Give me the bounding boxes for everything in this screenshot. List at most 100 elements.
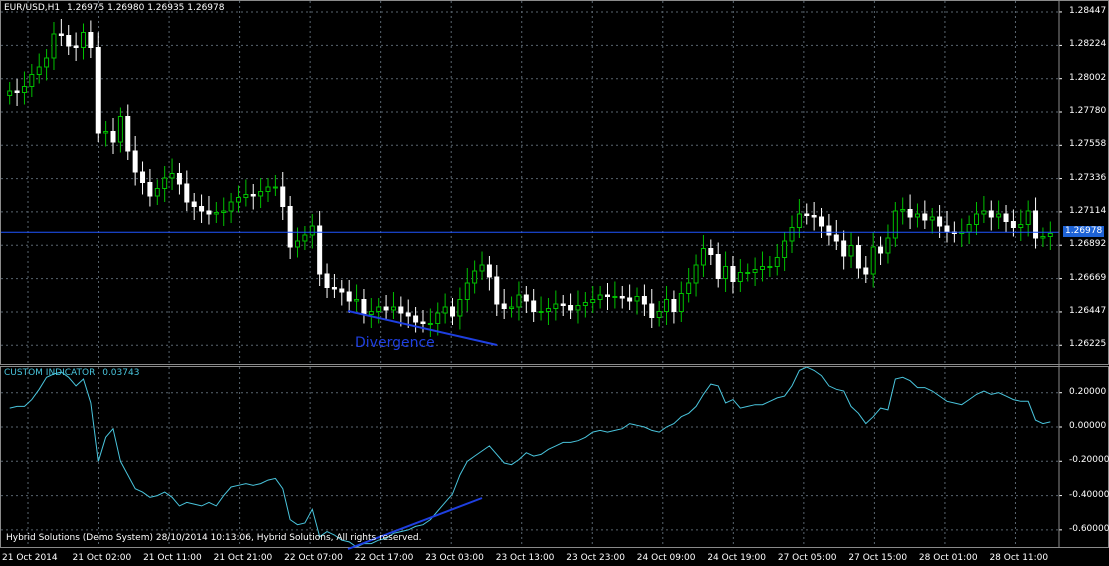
y-tick-label: 1.26892 <box>1069 239 1107 250</box>
candle-body <box>804 213 810 216</box>
candle-body <box>479 264 485 272</box>
candle-body <box>686 282 692 294</box>
indicator-y-tick-label: 0.20000 <box>1069 386 1107 397</box>
candle-body <box>789 227 795 242</box>
candle-body <box>450 306 456 317</box>
candle-body <box>752 269 758 273</box>
chart-header: EUR/USD,H1 1.26975 1.26980 1.26935 1.269… <box>4 3 224 14</box>
candle-body <box>988 210 994 218</box>
x-tick-label: 28 Oct 11:00 <box>989 553 1049 563</box>
candle-body <box>250 194 256 197</box>
candle-body <box>974 213 980 225</box>
candle-body <box>590 299 596 303</box>
candle-body <box>191 201 197 207</box>
candle-body <box>464 282 470 300</box>
indicator-y-tick-label: 0.00000 <box>1069 421 1107 431</box>
candle-body <box>1040 236 1046 239</box>
indicator-line <box>9 366 1051 548</box>
candle-body <box>796 213 802 228</box>
candle-body <box>907 209 913 218</box>
candle-body <box>649 303 655 318</box>
candle-body <box>560 303 566 306</box>
candle-body <box>892 210 898 239</box>
y-tick-label: 1.27336 <box>1069 172 1107 183</box>
x-tick-label: 27 Oct 15:00 <box>848 553 908 563</box>
candle-body <box>272 186 278 189</box>
candle-body <box>745 272 751 274</box>
y-tick-label: 1.27780 <box>1069 106 1107 116</box>
candle-body <box>855 245 861 269</box>
candle-body <box>235 197 241 203</box>
candle-body <box>184 183 190 203</box>
x-tick-label: 23 Oct 23:00 <box>566 553 625 563</box>
candle-body <box>125 116 131 152</box>
candle-body <box>51 33 57 59</box>
candle-body <box>634 296 640 302</box>
candle-body <box>1010 221 1016 228</box>
divergence-line-price <box>347 310 498 346</box>
candle-body <box>280 186 286 207</box>
candle-body <box>295 240 301 248</box>
candle-body <box>199 206 205 212</box>
candle-body <box>531 300 537 312</box>
candle-body <box>265 186 271 192</box>
candle-body <box>966 224 972 233</box>
candle-body <box>376 306 382 312</box>
indicator-y-tick-label: -0.40000 <box>1069 489 1109 500</box>
candle-body <box>228 201 234 212</box>
x-tick-label: 23 Oct 13:00 <box>495 553 555 563</box>
candle-body <box>472 270 478 284</box>
candle-body <box>147 182 153 197</box>
indicator-pane-frame <box>0 366 1109 548</box>
candle-body <box>848 245 854 257</box>
candle-body <box>117 116 123 143</box>
candle-body <box>553 303 559 309</box>
candle-body <box>523 294 529 302</box>
indicator-header: CUSTOM INDICATOR 0.03743 <box>4 368 139 379</box>
candle-body <box>826 225 832 236</box>
candle-body <box>700 248 706 266</box>
candle-body <box>833 234 839 242</box>
candle-body <box>140 171 146 183</box>
candle-body <box>641 296 647 305</box>
current-price-tag: 1.26978 <box>1063 226 1105 238</box>
candle-body <box>302 234 308 242</box>
candle-body <box>737 272 743 282</box>
candle-body <box>612 296 618 298</box>
candle-body <box>863 267 869 275</box>
candle-body <box>435 312 441 324</box>
x-tick-label: 22 Oct 07:00 <box>284 553 343 563</box>
candle-body <box>243 194 249 198</box>
candle-body <box>767 266 773 268</box>
candle-body <box>346 291 352 302</box>
x-tick-label: 21 Oct 02:00 <box>72 553 132 563</box>
candle-body <box>538 311 544 313</box>
y-tick-label: 1.27558 <box>1069 139 1107 150</box>
candle-body <box>317 225 323 275</box>
candle-body <box>324 273 330 288</box>
candle-body <box>774 257 780 267</box>
y-tick-label: 1.26225 <box>1069 339 1107 350</box>
candle-body <box>678 293 684 312</box>
divergence-label: Divergence <box>355 335 435 351</box>
candle-body <box>568 305 574 311</box>
y-tick-label: 1.26447 <box>1069 305 1107 316</box>
candle-body <box>782 240 788 258</box>
candle-body <box>169 173 175 179</box>
candle-body <box>494 276 500 305</box>
candle-body <box>457 299 463 317</box>
ohlc-values: 1.26975 1.26980 1.26935 1.26978 <box>67 3 225 13</box>
symbol-label: EUR/USD,H1 <box>4 3 61 13</box>
candle-body <box>398 306 404 314</box>
candle-body <box>361 299 367 315</box>
candle-body <box>664 299 670 312</box>
candle-body <box>258 191 264 197</box>
y-tick-label: 1.28002 <box>1069 72 1107 83</box>
x-tick-label: 23 Oct 03:00 <box>425 553 484 563</box>
candle-body <box>221 210 227 213</box>
candle-body <box>14 90 20 93</box>
candle-body <box>619 296 625 299</box>
candle-body <box>656 311 662 318</box>
